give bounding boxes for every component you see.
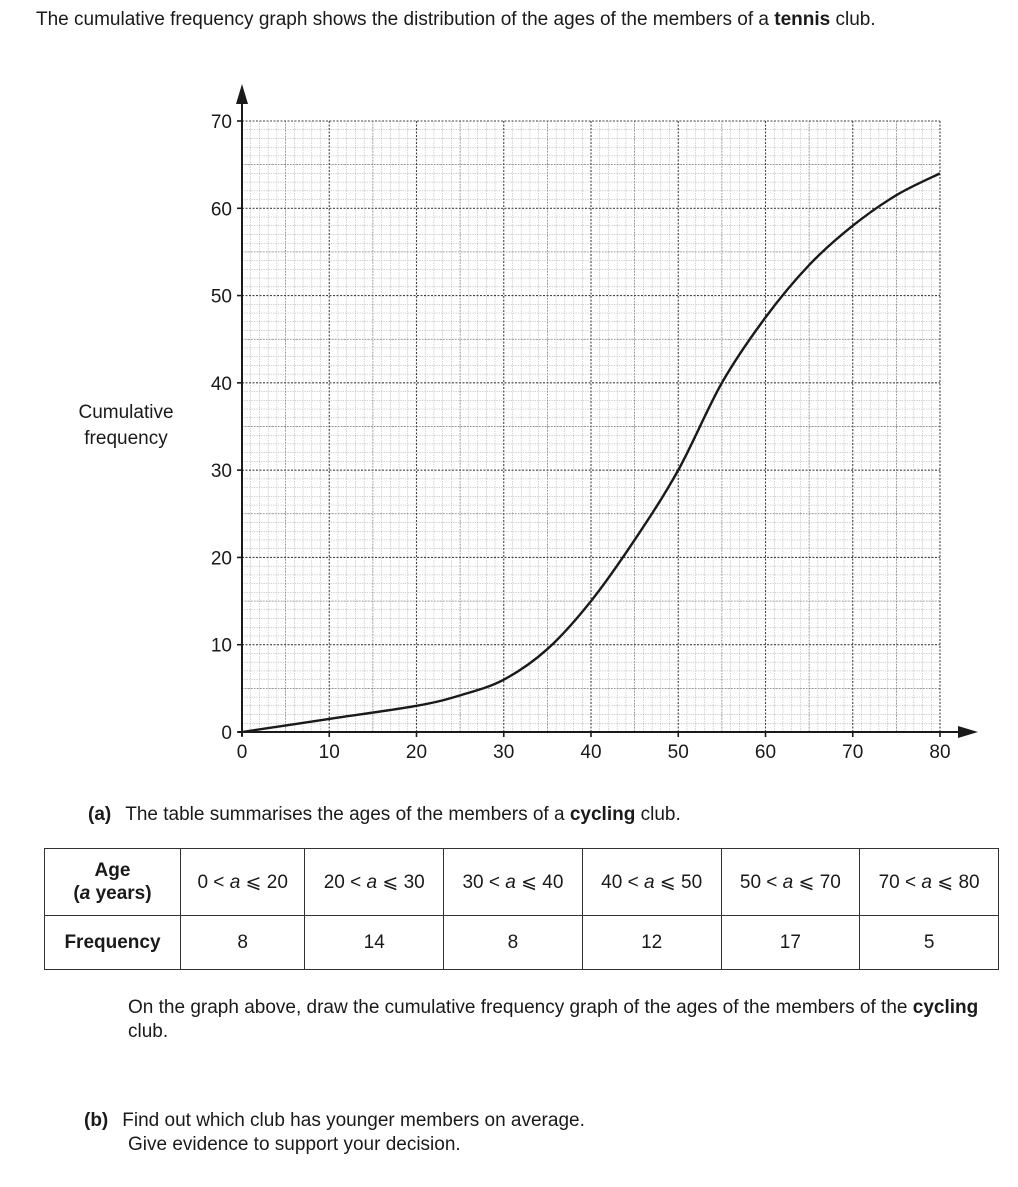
x-tick-label: 30 [493,742,514,763]
part-b: (b) Find out which club has younger membe… [84,1110,585,1155]
axes [236,84,978,738]
x-tick-label: 70 [842,742,863,763]
x-tick-label: 60 [755,742,776,763]
tick-labels: 0 10 20 30 40 50 60 70 0 10 20 30 40 50 60 70 80 [211,112,951,763]
age-interval-cell: 20 < a ⩽ 30 [304,848,445,916]
age-interval-cell: 70 < a ⩽ 80 [859,848,999,916]
y-tick-label: 10 [211,636,232,657]
age-interval-cell: 30 < a ⩽ 40 [443,848,583,916]
x-axis-arrow [958,726,978,738]
x-tick-label: 0 [237,742,248,763]
cumulative-frequency-graph: 0 10 20 30 40 50 60 70 0 10 20 30 40 50 60 70 80 [211,84,978,763]
cycling-table: Age (a years) 0 < a ⩽ 20 20 < a ⩽ 30 30 < a… [44,848,999,970]
x-tick-label: 10 [319,742,340,763]
frequency-header: Frequency [44,915,181,970]
x-tick-label: 80 [929,742,950,763]
y-tick-label: 60 [211,199,232,220]
age-header: Age (a years) [44,848,181,916]
y-tick-label: 0 [221,723,232,744]
frequency-cell: 8 [179,915,306,970]
part-a: (a) The table summarises the ages of the … [88,804,681,825]
y-axis-label: Cumulative frequency [78,402,174,449]
age-interval-cell: 0 < a ⩽ 20 [179,848,306,916]
x-tick-label: 50 [668,742,689,763]
x-tick-label: 40 [580,742,601,763]
frequency-cell: 17 [720,915,861,970]
y-tick-label: 30 [211,461,232,482]
age-interval-cell: 40 < a ⩽ 50 [581,848,722,916]
frequency-cell: 5 [859,915,999,970]
frequency-cell: 12 [581,915,722,970]
y-tick-label: 20 [211,548,232,569]
part-b-label: (b) [84,1110,109,1131]
intro-text: The cumulative frequency graph shows the… [36,9,876,30]
y-tick-label: 40 [211,374,232,395]
y-tick-label: 50 [211,287,232,308]
tennis-curve [241,172,941,734]
instruction-text: On the graph above, draw the cumulative … [128,997,979,1042]
grid-major [242,120,941,732]
x-tick-label: 20 [406,742,427,763]
intro-bold-tennis: tennis [774,9,831,30]
age-interval-cell: 50 < a ⩽ 70 [720,848,861,916]
y-axis-arrow [236,84,248,104]
frequency-cell: 14 [304,915,445,970]
part-a-label: (a) [88,804,112,825]
frequency-cell: 8 [443,915,583,970]
y-tick-label: 70 [211,112,232,133]
